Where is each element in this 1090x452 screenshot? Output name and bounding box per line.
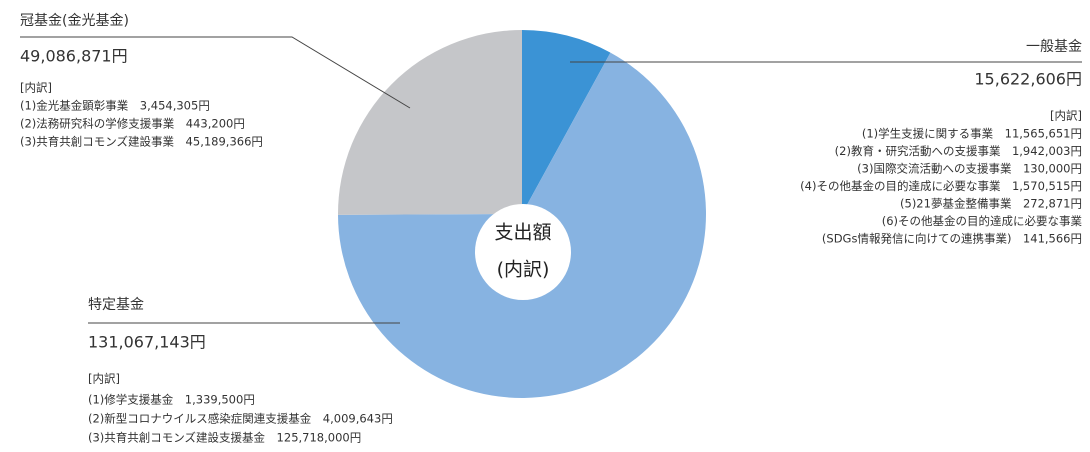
breakdown-item: (1)学生支援に関する事業 11,565,651円 [862,127,1082,141]
category-label: 一般基金 [1026,38,1082,55]
pie-slice [337,30,522,215]
center-label: 支出額 [494,222,551,244]
breakdown-heading: [内訳] [88,372,120,386]
category-label: 冠基金(金光基金) [20,12,129,29]
center-label: (内訳) [497,259,550,281]
breakdown-item: (3)国際交流活動への支援事業 130,000円 [857,162,1082,176]
value-label: 15,622,606円 [974,70,1082,89]
breakdown-item: (2)新型コロナウイルス感染症関連支援基金 4,009,643円 [88,412,393,426]
breakdown-item: (3)共育共創コモンズ建設事業 45,189,366円 [20,135,263,149]
center-circle [475,204,571,300]
pie-slice [522,30,611,214]
breakdown-item: (2)教育・研究活動への支援事業 1,942,003円 [835,144,1082,158]
breakdown-item: (5)21夢基金整備事業 272,871円 [900,197,1082,211]
breakdown-item: (4)その他基金の目的達成に必要な事業 1,570,515円 [800,179,1082,193]
breakdown-heading: [内訳] [1050,109,1082,123]
breakdown-item: (1)金光基金顕彰事業 3,454,305円 [20,99,210,113]
category-label: 特定基金 [88,296,144,313]
breakdown-item: (6)その他基金の目的達成に必要な事業 [882,214,1083,228]
leader-line [20,36,411,109]
breakdown-item: (1)修学支援基金 1,339,500円 [88,393,255,407]
breakdown-item: (2)法務研究科の学修支援事業 443,200円 [20,117,245,131]
breakdown-item: (SDGs情報発信に向けての連携事業) 141,566円 [822,232,1082,246]
value-label: 49,086,871円 [20,47,128,66]
breakdown-heading: [内訳] [20,81,52,95]
breakdown-item: (3)共育共創コモンズ建設支援基金 125,718,000円 [88,431,361,445]
value-label: 131,067,143円 [88,333,206,352]
